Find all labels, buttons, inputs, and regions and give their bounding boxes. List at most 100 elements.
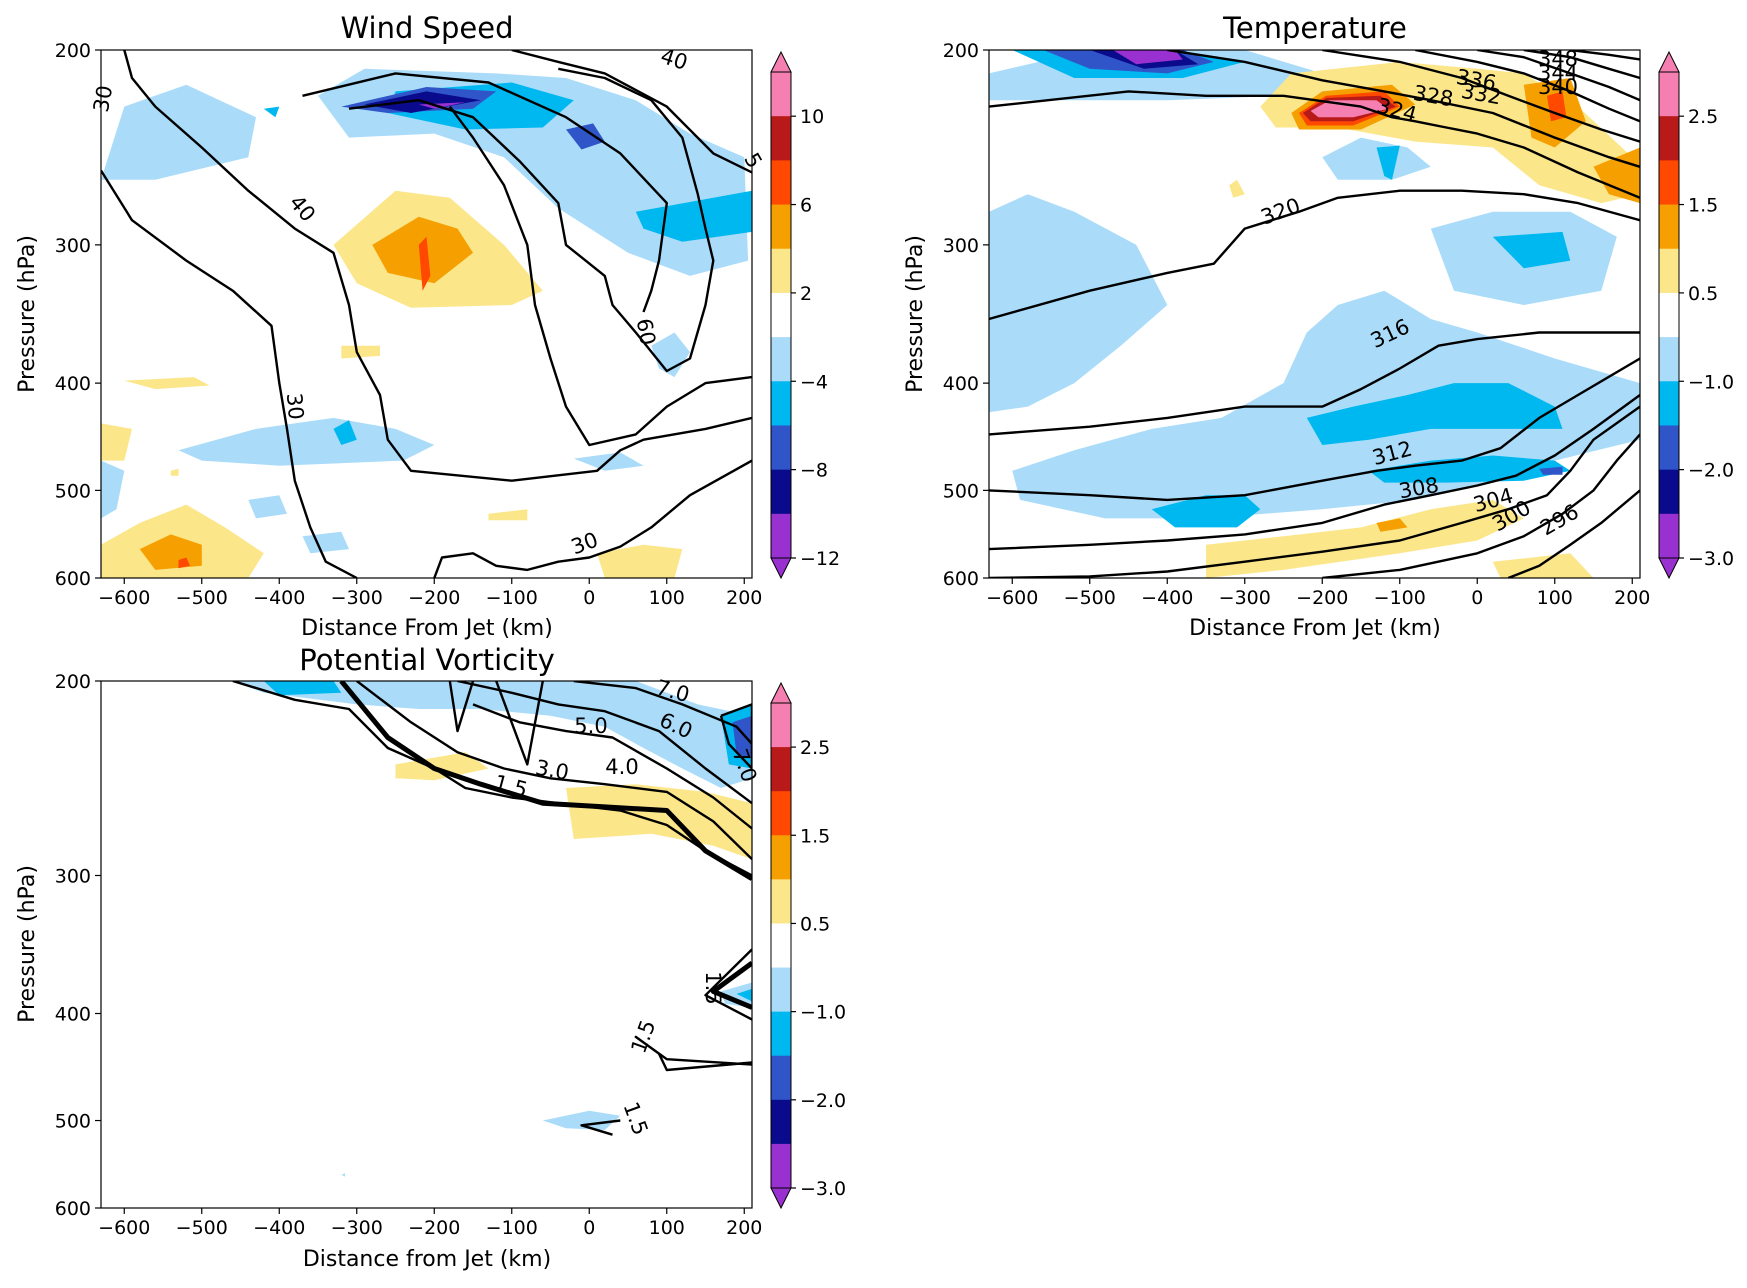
colorbar-segment — [1659, 337, 1679, 382]
y-tick-label: 600 — [55, 1198, 91, 1220]
shaded-region — [1322, 137, 1431, 180]
y-axis: 200 300 400 500 600 — [55, 40, 101, 590]
x-tick-label: −300 — [331, 1217, 383, 1239]
colorbar-extend-max — [1658, 50, 1680, 73]
shaded-region — [1229, 179, 1245, 198]
contour-line — [356, 681, 752, 861]
colorbar-tick-label: 2.5 — [800, 737, 830, 759]
colorbar-tick-label: 0.5 — [800, 913, 830, 935]
shaded-region — [1310, 100, 1389, 118]
x-tick-label: 100 — [649, 587, 685, 609]
shaded-region — [597, 544, 683, 578]
contour-line — [989, 90, 1640, 199]
shaded-region — [989, 194, 1168, 413]
shaded-region — [721, 982, 752, 1008]
colorbar-segment — [771, 72, 791, 117]
y-tick-label: 300 — [55, 866, 91, 888]
chart-title: Wind Speed — [340, 11, 513, 45]
y-axis-label: Pressure (hPa) — [903, 235, 928, 393]
colorbar-segment — [771, 703, 791, 748]
y-tick-label: 600 — [55, 568, 91, 590]
contour-label: 30 — [89, 84, 117, 114]
colorbar-tick-label: −3.0 — [800, 1178, 846, 1200]
contour-line — [1167, 50, 1640, 168]
colorbar-segment — [771, 425, 791, 471]
x-tick-label: −200 — [1296, 587, 1348, 609]
contour-line — [989, 331, 1640, 436]
y-tick-label: 300 — [943, 235, 979, 257]
y-axis-label: Pressure (hPa) — [15, 865, 40, 1023]
shaded-region — [101, 460, 125, 519]
contour-line — [1477, 50, 1640, 102]
x-tick-label: 200 — [726, 1217, 762, 1239]
colorbar-segment — [771, 116, 791, 161]
colorbar-segment — [771, 923, 791, 969]
shaded-region — [333, 420, 357, 445]
x-axis: −600 −500 −400 −300 −200 −100 0 100 200 — [98, 578, 762, 609]
contour-label: 1.5 — [492, 770, 530, 802]
plot-frame — [988, 49, 1641, 579]
y-axis-label: Pressure (hPa) — [15, 235, 40, 393]
colorbar: 2.5 1.5 0.5 −1.0 −2.0 −3.0 — [770, 681, 846, 1210]
colorbar-segment — [1659, 204, 1679, 250]
plot-frame — [100, 49, 753, 579]
contour-line — [495, 681, 544, 766]
y-tick-label: 300 — [55, 235, 91, 257]
y-tick-label: 500 — [943, 480, 979, 502]
x-tick-label: −500 — [176, 1217, 228, 1239]
colorbar-segment — [1659, 160, 1679, 206]
shaded-region — [1368, 455, 1571, 483]
colorbar-segment — [1659, 292, 1679, 338]
x-tick-label: −600 — [986, 587, 1038, 609]
y-tick-label: 200 — [943, 40, 979, 62]
colorbar-extend-max — [770, 681, 792, 704]
x-tick-label: −400 — [1141, 587, 1193, 609]
x-tick-label: −200 — [408, 1217, 460, 1239]
contour-line — [704, 948, 752, 1021]
colorbar-segment — [771, 248, 791, 294]
contour-line — [573, 681, 752, 745]
colorbar-segment — [771, 204, 791, 250]
contour-label: 296 — [1536, 500, 1583, 541]
contour-label: 344 — [1538, 61, 1578, 85]
contour-line — [302, 72, 668, 313]
y-tick-label: 400 — [55, 373, 91, 395]
y-tick-label: 200 — [55, 40, 91, 62]
shaded-region — [488, 509, 528, 521]
colorbar-segment — [1659, 381, 1679, 426]
colorbar-tick-label: 0.5 — [1688, 283, 1718, 305]
contour-line — [989, 357, 1640, 502]
shaded-region — [263, 106, 280, 118]
colorbar-tick-label: 10 — [800, 106, 824, 128]
colorbar-segment — [771, 879, 791, 924]
y-tick-label: 500 — [55, 480, 91, 502]
colorbar-segment — [771, 835, 791, 880]
contour-line — [1322, 433, 1640, 578]
contour-line — [1523, 50, 1640, 80]
colorbar-segment — [1659, 513, 1679, 559]
colorbar-tick-label: 1.5 — [1688, 195, 1718, 217]
colorbar-segment — [771, 292, 791, 338]
y-tick-label: 500 — [55, 1111, 91, 1133]
y-axis: 200 300 400 500 600 — [943, 40, 989, 590]
shaded-region — [418, 236, 431, 291]
shaded-region — [1260, 61, 1640, 204]
colorbar: 2.5 1.5 0.5 −1.0 −2.0 −3.0 — [1658, 50, 1734, 580]
shaded-region — [178, 557, 191, 569]
colorbar-segment — [1659, 72, 1679, 117]
colorbar-tick-label: −1.0 — [1688, 371, 1734, 393]
contour-label: 340 — [1538, 75, 1578, 99]
shaded-region — [1376, 145, 1400, 180]
contour-line — [1322, 50, 1640, 143]
colorbar-extend-min — [770, 557, 792, 580]
shaded-region — [1492, 553, 1594, 578]
contour-label: 60 — [632, 317, 660, 347]
shaded-region — [178, 417, 435, 466]
contour-line — [348, 67, 715, 373]
contour-line — [232, 681, 752, 877]
x-tick-label: −200 — [408, 587, 460, 609]
x-tick-label: 200 — [726, 587, 762, 609]
panel-potential-vorticity: Potential Vorticity −600 −500 −400 −300 −200… — [15, 643, 846, 1272]
colorbar-tick-label: 2.5 — [1688, 106, 1718, 128]
shaded-region — [124, 377, 210, 390]
